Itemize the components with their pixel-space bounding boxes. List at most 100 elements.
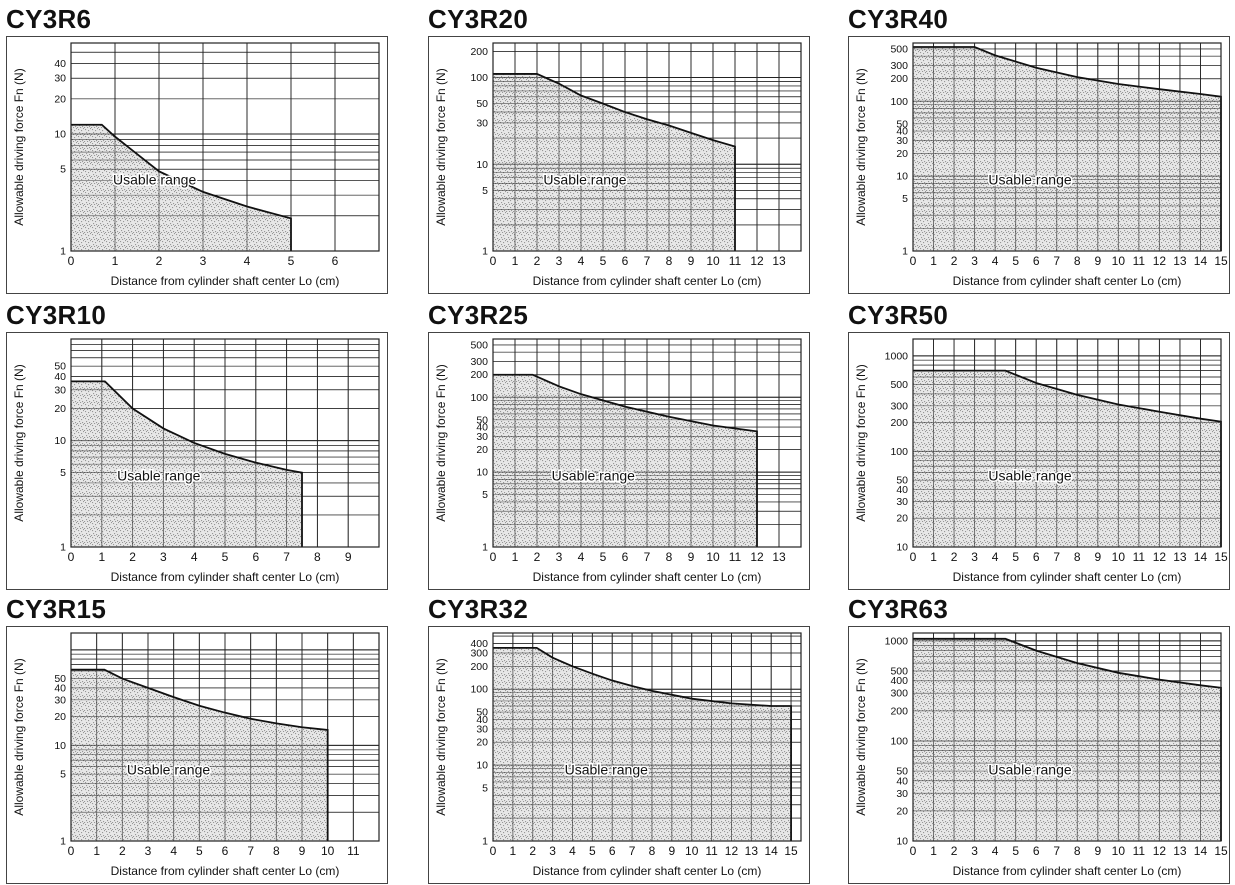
y-tick-label: 50 bbox=[896, 766, 908, 778]
x-tick-label: 7 bbox=[644, 254, 651, 268]
y-tick-label: 20 bbox=[896, 805, 908, 817]
x-tick-label: 11 bbox=[729, 550, 742, 564]
x-tick-label: 10 bbox=[321, 844, 335, 858]
limit-curve bbox=[493, 73, 736, 251]
y-tick-label: 300 bbox=[470, 647, 488, 659]
x-axis-label: Distance from cylinder shaft center Lo (… bbox=[111, 570, 340, 584]
x-tick-label: 10 bbox=[1112, 844, 1126, 858]
y-tick-label: 200 bbox=[470, 661, 488, 673]
x-tick-label: 4 bbox=[569, 844, 576, 858]
x-tick-label: 14 bbox=[1194, 844, 1208, 858]
y-tick-label: 5 bbox=[482, 185, 488, 197]
limit-curve bbox=[71, 380, 303, 547]
usable-range-area bbox=[913, 370, 1221, 547]
plot-border bbox=[492, 42, 802, 252]
x-tick-label: 0 bbox=[910, 254, 917, 268]
chart-frame: 0 1 2 3 4 5 6 7 8 9 10 11 12 13 14 15 1 5 10 20 30 40 50 100 200… bbox=[428, 626, 810, 884]
x-tick-label: 15 bbox=[1214, 844, 1228, 858]
usable-range-label: Usable range bbox=[127, 761, 210, 777]
x-tick-label: 0 bbox=[490, 550, 497, 564]
x-tick-label: 2 bbox=[951, 550, 958, 564]
y-tick-label: 400 bbox=[470, 638, 488, 650]
y-tick-label: 50 bbox=[476, 707, 488, 719]
x-tick-label: 3 bbox=[160, 550, 167, 564]
y-axis-label: Allowable driving force Fn (N) bbox=[434, 68, 448, 225]
y-tick-label: 40 bbox=[54, 371, 66, 383]
y-tick-label: 200 bbox=[890, 73, 908, 85]
x-tick-label: 15 bbox=[1214, 550, 1228, 564]
chart-title: CY3R10 bbox=[6, 300, 107, 330]
y-tick-label: 50 bbox=[896, 475, 908, 487]
usable-range-area bbox=[493, 73, 735, 252]
y-tick-label: 5 bbox=[482, 782, 488, 794]
chart-frame: 0 1 2 3 4 5 6 7 8 9 10 11 12 13 14 15 1 5 10 20 30 40 50 100 200… bbox=[848, 36, 1230, 294]
x-tick-label: 1 bbox=[930, 844, 937, 858]
usable-range-label: Usable range bbox=[543, 171, 626, 187]
x-tick-label: 2 bbox=[119, 844, 126, 858]
chart-panel-cy3r63: CY3R63 0 1 2 3 4 5 6 7 8 9 10 11 12 13 14 15 10 20 30 40 50 10… bbox=[848, 594, 1230, 884]
x-axis-label: Distance from cylinder shaft center Lo (… bbox=[533, 570, 762, 584]
y-tick-label: 5 bbox=[482, 489, 488, 501]
y-tick-label: 50 bbox=[476, 414, 488, 426]
x-tick-label: 12 bbox=[1153, 550, 1167, 564]
y-tick-label: 10 bbox=[476, 159, 488, 171]
x-tick-label: 12 bbox=[750, 550, 764, 564]
x-tick-label: 6 bbox=[222, 844, 229, 858]
y-tick-label: 1 bbox=[60, 246, 66, 258]
y-tick-label: 1 bbox=[482, 836, 488, 848]
limit-curve bbox=[71, 668, 329, 841]
x-tick-label: 1 bbox=[112, 254, 119, 268]
y-tick-label: 500 bbox=[470, 339, 488, 351]
x-tick-label: 15 bbox=[784, 844, 798, 858]
x-tick-label: 12 bbox=[1153, 254, 1167, 268]
plot-border bbox=[912, 42, 1222, 252]
chart-svg: 0 1 2 3 4 5 6 7 8 9 10 11 12 1315103050100200Distance… bbox=[434, 42, 802, 288]
y-tick-label: 20 bbox=[476, 444, 488, 456]
chart-title: CY3R15 bbox=[6, 594, 107, 624]
x-tick-label: 6 bbox=[252, 550, 259, 564]
chart-title: CY3R6 bbox=[6, 4, 92, 34]
x-tick-label: 6 bbox=[622, 254, 629, 268]
y-tick-label: 40 bbox=[476, 714, 488, 726]
chart-title: CY3R63 bbox=[848, 594, 949, 624]
x-tick-label: 2 bbox=[129, 550, 136, 564]
y-tick-label: 200 bbox=[470, 369, 488, 381]
x-tick-label: 1 bbox=[930, 550, 937, 564]
chart-panel-cy3r6: CY3R6 0 1 2 3 4 5 6 1 5 10 20 30 40 Distance from cyli… bbox=[6, 4, 388, 294]
x-tick-label: 4 bbox=[191, 550, 198, 564]
y-tick-label: 1 bbox=[60, 836, 66, 848]
chart-frame: 0 1 2 3 4 5 6 7 8 9 10 11 12 13 1 5 10 20 30 40 50 100 200 300 5… bbox=[428, 332, 810, 590]
usable-range-label: Usable range bbox=[988, 467, 1071, 483]
usable-range-area bbox=[913, 47, 1221, 251]
y-axis-label: Allowable driving force Fn (N) bbox=[434, 364, 448, 521]
x-tick-label: 5 bbox=[1012, 550, 1019, 564]
x-tick-label: 7 bbox=[629, 844, 636, 858]
y-tick-label: 200 bbox=[890, 417, 908, 429]
plot-border bbox=[492, 632, 802, 842]
x-tick-label: 1 bbox=[512, 550, 519, 564]
x-tick-label: 3 bbox=[556, 254, 563, 268]
y-tick-label: 10 bbox=[54, 740, 66, 752]
x-tick-label: 0 bbox=[910, 550, 917, 564]
x-tick-label: 5 bbox=[600, 254, 607, 268]
chart-frame: 0 1 2 3 4 5 6 7 8 9 10 11 1 5 10 20 30 40 50 Distance from … bbox=[6, 626, 388, 884]
y-tick-label: 20 bbox=[54, 93, 66, 105]
y-tick-label: 50 bbox=[476, 98, 488, 110]
y-tick-label: 5 bbox=[60, 164, 66, 176]
y-tick-label: 10 bbox=[896, 171, 908, 183]
y-tick-label: 50 bbox=[54, 673, 66, 685]
x-tick-label: 3 bbox=[971, 844, 978, 858]
y-tick-label: 20 bbox=[54, 711, 66, 723]
x-tick-label: 7 bbox=[283, 550, 290, 564]
x-tick-label: 9 bbox=[668, 844, 675, 858]
y-tick-label: 5 bbox=[902, 193, 908, 205]
x-tick-label: 3 bbox=[200, 254, 207, 268]
y-axis-label: Allowable driving force Fn (N) bbox=[12, 68, 26, 225]
y-tick-label: 1000 bbox=[885, 350, 909, 362]
plot-border bbox=[70, 42, 380, 252]
x-axis-label: Distance from cylinder shaft center Lo (… bbox=[111, 274, 340, 288]
y-tick-label: 30 bbox=[476, 723, 488, 735]
x-tick-label: 3 bbox=[971, 550, 978, 564]
limit-curve bbox=[71, 123, 292, 251]
